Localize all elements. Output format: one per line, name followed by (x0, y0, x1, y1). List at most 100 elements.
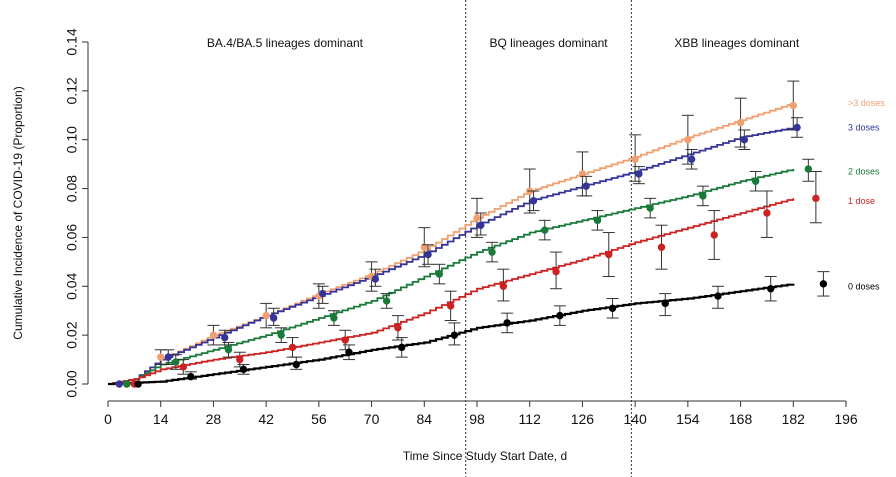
data-point (740, 136, 749, 144)
data-point (687, 155, 696, 163)
data-point (812, 194, 820, 203)
data-point (424, 250, 432, 259)
legend-label-1: >3 doses (848, 98, 885, 108)
y-tick-label: 0.08 (64, 175, 80, 202)
period-divider-lines (465, 0, 632, 477)
y-tick-label: 0.06 (64, 224, 80, 251)
data-point (236, 355, 244, 364)
data-point (123, 380, 131, 388)
x-tick-label: 168 (729, 411, 753, 427)
data-point (593, 216, 602, 225)
data-point (172, 358, 180, 366)
data-point (477, 221, 485, 229)
y-tick-label: 0.02 (64, 321, 80, 348)
period-label-2: BQ lineages dominant (490, 36, 609, 50)
x-tick-label: 182 (782, 411, 806, 427)
data-point (277, 331, 285, 339)
legend-label-2: 3 doses (848, 123, 880, 133)
data-point (341, 336, 349, 344)
data-point (804, 165, 813, 173)
data-point (221, 333, 229, 342)
data-point (115, 380, 123, 388)
data-point (789, 101, 797, 110)
data-point (608, 304, 617, 312)
y-tick-label: 0.14 (64, 28, 80, 55)
period-label-3: XBB lineages dominant (674, 36, 799, 50)
x-tick-label: 42 (258, 411, 274, 427)
data-point (541, 226, 549, 234)
data-point (345, 348, 353, 356)
data-point (450, 331, 459, 339)
data-point (714, 292, 722, 300)
data-point (631, 155, 639, 163)
data-point (179, 363, 188, 371)
data-point (710, 231, 718, 239)
x-tick-label: 14 (153, 411, 169, 427)
legend-label-5: 0 doses (848, 281, 880, 291)
x-tick-label: 196 (834, 411, 858, 427)
data-point (435, 270, 444, 278)
data-point (269, 314, 278, 322)
data-point (763, 209, 771, 217)
data-point (736, 118, 745, 127)
data-point (793, 123, 801, 132)
legend-label-3: 2 doses (848, 166, 880, 176)
curve-2 (108, 127, 795, 385)
x-tick-label: 84 (416, 411, 432, 427)
data-point (164, 353, 172, 361)
x-axis-title: Time Since Study Start Date, d (403, 449, 567, 463)
x-tick-label: 0 (104, 411, 112, 427)
data-point (657, 243, 666, 251)
x-tick-label: 154 (676, 411, 700, 427)
data-point (699, 192, 707, 200)
data-point (503, 319, 511, 327)
data-point (582, 182, 590, 190)
legend-label-4: 1 dose (848, 196, 875, 206)
data-point (157, 353, 165, 361)
data-point (134, 380, 142, 388)
data-point (751, 177, 760, 185)
period-label-1: BA.4/BA.5 lineages dominant (207, 36, 364, 50)
data-point (187, 372, 195, 381)
data-point (578, 170, 587, 178)
x-tick-label: 70 (364, 411, 380, 427)
data-point (330, 314, 338, 322)
data-point (318, 289, 327, 298)
x-tick-label: 56 (311, 411, 327, 427)
data-point (661, 299, 669, 308)
data-point (371, 275, 380, 283)
data-point (529, 197, 538, 205)
data-point (766, 285, 775, 293)
data-point (288, 343, 297, 352)
y-tick-label: 0.10 (64, 126, 80, 153)
point-estimates (115, 80, 830, 388)
data-point (646, 204, 654, 212)
x-tick-label: 140 (623, 411, 647, 427)
data-point (473, 214, 481, 222)
data-point (446, 302, 455, 310)
y-tick-label: 0.12 (64, 77, 80, 104)
data-point (292, 360, 300, 369)
data-point (499, 282, 508, 290)
data-point (262, 311, 270, 320)
y-axis-title: Cumulative Incidence of COVID-19 (Propor… (11, 86, 25, 339)
data-point (605, 250, 613, 259)
curve-3 (108, 169, 795, 385)
data-point (239, 365, 248, 374)
data-point (635, 170, 643, 178)
data-point (397, 343, 406, 352)
incidence-curves (108, 103, 795, 386)
chart-labels: BA.4/BA.5 lineages dominant BQ lineages d… (11, 36, 800, 463)
data-point (684, 136, 692, 144)
data-point (488, 248, 496, 256)
x-tick-label: 28 (206, 411, 222, 427)
y-tick-label: 0.04 (64, 272, 80, 299)
x-tick-label: 98 (469, 411, 485, 427)
legend: >3 doses 3 doses 2 doses 1 dose 0 doses (848, 98, 885, 291)
curve-1 (108, 103, 795, 385)
axes: 0 14 28 42 56 70 84 98 112 126 140 154 168 182 196 0.00… (64, 28, 858, 427)
curve-4 (108, 198, 795, 385)
data-point (420, 243, 428, 251)
x-tick-label: 126 (571, 411, 595, 427)
